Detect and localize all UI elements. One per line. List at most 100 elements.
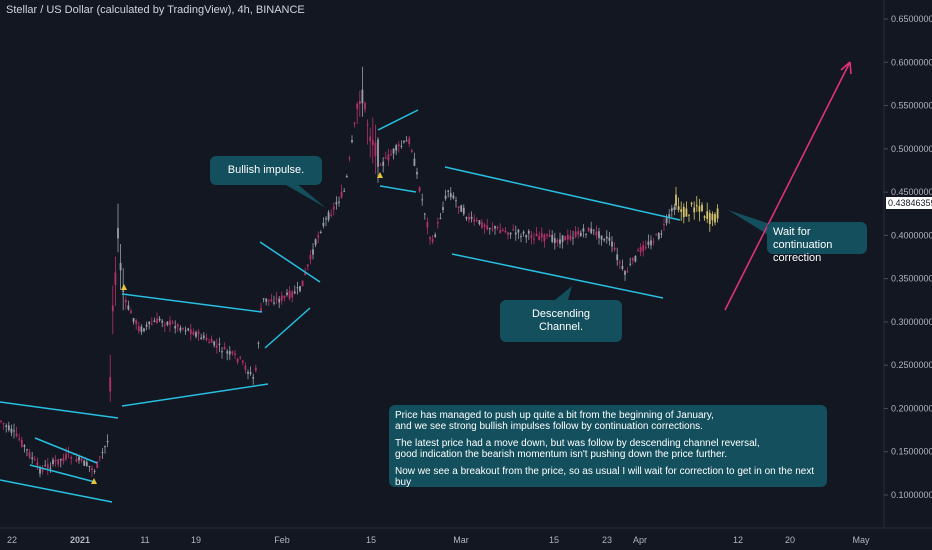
candle-body [338,201,340,203]
triangle-marker-icon [121,284,127,290]
candle-body [202,335,205,338]
trendline[interactable] [377,109,419,131]
candle-body [215,345,218,348]
x-tick-label: 15 [366,535,376,545]
candle-body [208,342,210,344]
candle-body [109,377,112,392]
wait-note-pointer [728,210,770,236]
candle-body [221,351,223,353]
candle-body [535,233,538,237]
candle-body [161,320,164,323]
candle-body [49,467,52,469]
candle-body [631,258,634,261]
candle-body [507,232,509,235]
candle-body [205,337,208,341]
candle-body [668,214,671,218]
candle-body [247,372,249,374]
candle-body [325,218,327,220]
bullish-projection-arrow[interactable] [724,61,851,311]
candle-body [267,299,270,301]
trendline[interactable] [121,383,269,407]
candle-body [426,222,429,228]
candle-body [192,331,195,335]
chart-title: Stellar / US Dollar (calculated by Tradi… [6,4,305,16]
candle-body [369,136,372,142]
candle-body [135,320,138,325]
candle-body [187,328,190,331]
candle-body [624,271,626,275]
candle-body [119,262,122,271]
candle-body [618,262,621,264]
trendline[interactable] [0,479,113,503]
candle-body [642,245,645,252]
trendline[interactable] [451,253,664,299]
time-axis[interactable]: 22 2021 11 19 Feb 15 Mar 15 23 Apr 12 20 May [7,535,870,545]
trendline[interactable] [444,166,681,221]
candle-body [296,287,299,289]
candle-body [553,238,556,243]
candle-body [231,351,234,354]
candle-body [91,467,93,471]
trendline[interactable] [379,185,417,193]
candle-body [600,235,603,240]
candle-body [278,298,281,303]
wait-line-2: correction [773,252,822,264]
candle-body [39,468,41,474]
projection-body [677,206,680,210]
candle-body [460,205,463,212]
projection-body [693,207,696,213]
candle-body [127,305,130,310]
candle-body [514,232,517,235]
candle-body [20,440,23,447]
candle-body [218,343,221,345]
candle-body [442,207,444,211]
candle-body [468,216,470,220]
candle-body [176,324,179,327]
candle-body [465,217,468,219]
candle-body [408,138,411,145]
bullish-impulse-note: Bullish impulse. [210,156,322,185]
candle-body [189,329,192,334]
candle-body [171,322,174,324]
projection-body [708,212,711,225]
trendline[interactable] [0,401,119,419]
candle-body [273,302,275,304]
projection-body [716,208,719,219]
candle-body [280,295,283,301]
candle-body [174,326,177,329]
candle-body [210,338,213,343]
projection-body [711,213,714,221]
candle-body [122,290,125,293]
candle-body [156,318,158,324]
candle-body [533,238,535,240]
candle-body [650,240,652,246]
x-tick-label: 15 [549,535,559,545]
candle-body [397,144,400,146]
candle-body [10,428,13,433]
candle-body [234,353,236,356]
candle-body [314,239,317,245]
candle-body [283,295,286,299]
trendline[interactable] [34,437,98,464]
candle-body [582,228,585,232]
trendline[interactable] [264,307,311,349]
candle-body [57,459,60,465]
candle-body [301,280,304,287]
summary-p3-line: Now we see a breakout from the price, so… [395,466,815,488]
candle-body [377,139,379,167]
projection-body [682,206,685,217]
x-tick-label: Apr [633,535,647,545]
descending-note-pointer [555,286,572,300]
projection-body [695,205,698,207]
candle-body [335,202,338,205]
candle-body [462,207,465,214]
trendline[interactable] [29,464,96,483]
trendline[interactable] [259,241,321,283]
candle-body [114,272,117,285]
candle-body [239,356,242,358]
trendline[interactable] [121,293,263,313]
candle-body [639,247,642,253]
